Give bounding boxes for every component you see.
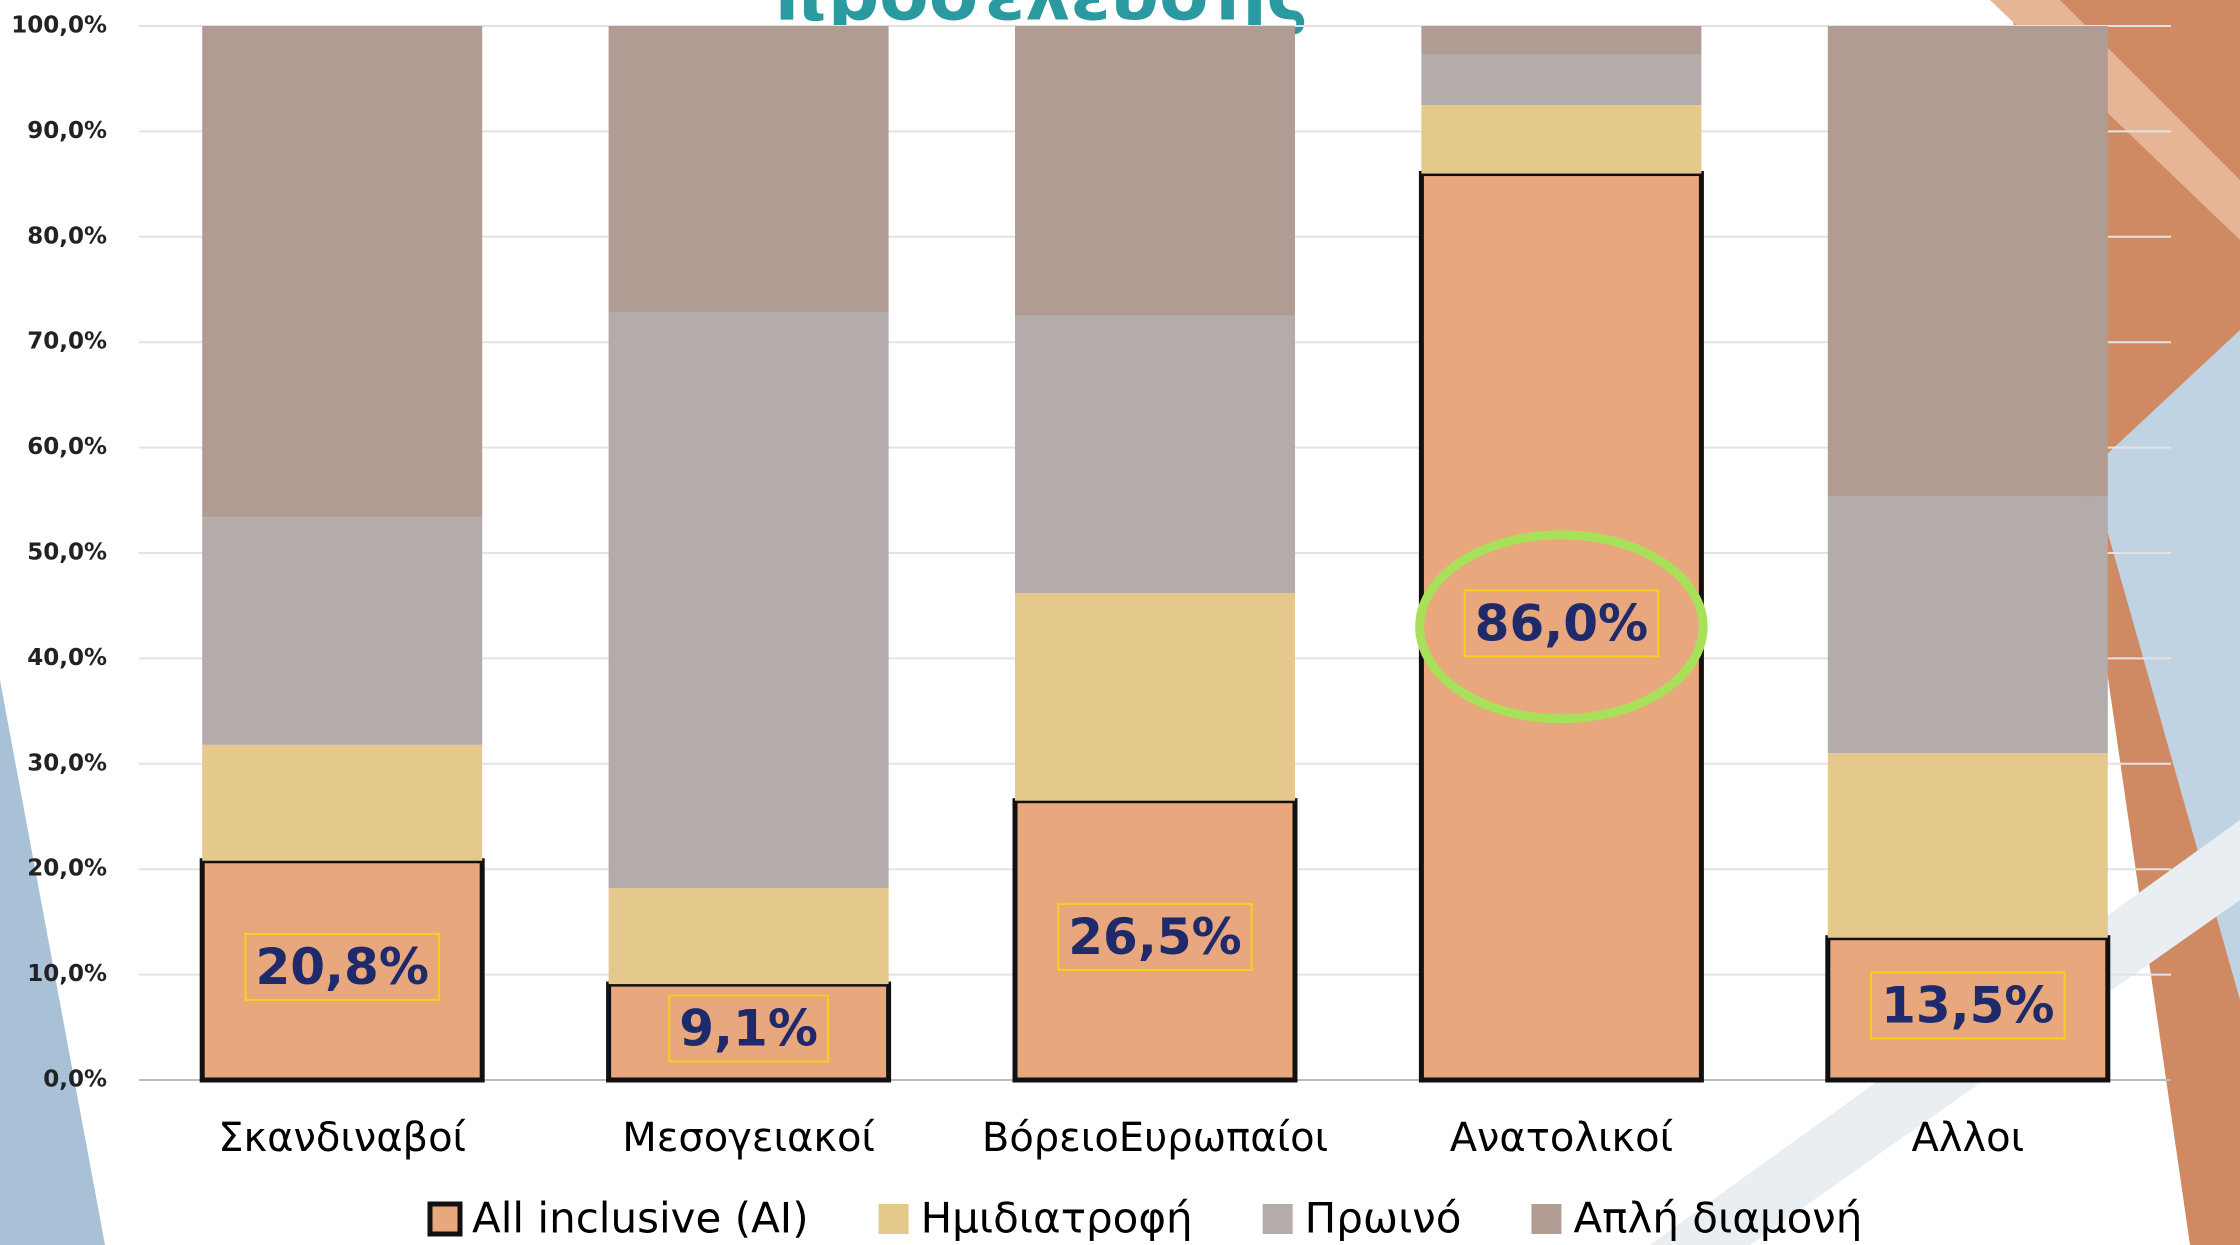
x-tick-label: Μεσογειακοί xyxy=(622,1115,875,1161)
y-tick-label: 100,0% xyxy=(11,13,107,39)
highlight-ring xyxy=(1415,530,1708,724)
x-tick-label: Αλλοι xyxy=(1911,1115,2024,1161)
data-label: 86,0% xyxy=(1475,594,1648,652)
decoration xyxy=(2090,330,2240,1000)
legend-label: All inclusive (AI) xyxy=(472,1194,809,1243)
decoration xyxy=(0,680,105,1245)
legend-swatch xyxy=(427,1201,463,1237)
bar-segment xyxy=(608,26,889,313)
bar-segment xyxy=(202,517,483,745)
y-tick-label: 60,0% xyxy=(27,434,107,460)
label-box xyxy=(1057,902,1253,971)
data-label: 20,8% xyxy=(255,938,428,996)
bar-segment xyxy=(1012,798,1298,1083)
label-box xyxy=(668,994,829,1063)
y-tick-label: 70,0% xyxy=(27,329,107,355)
label-box xyxy=(1463,589,1660,658)
bar-segment xyxy=(1421,54,1702,106)
x-tick-label: Ανατολικοί xyxy=(1450,1115,1673,1161)
bar-segment xyxy=(1827,26,2108,497)
data-label: 9,1% xyxy=(679,1000,818,1058)
legend-label: Ημιδιατροφή xyxy=(921,1194,1193,1243)
bar-segment xyxy=(608,312,889,889)
data-label: 13,5% xyxy=(1881,976,2054,1034)
bar-segment xyxy=(1827,753,2108,938)
bar-segment xyxy=(199,858,485,1083)
bar-segment xyxy=(202,26,483,518)
bar-segment xyxy=(1825,935,2111,1083)
y-tick-label: 50,0% xyxy=(27,540,107,566)
y-tick-label: 80,0% xyxy=(27,223,107,249)
legend-swatch xyxy=(878,1204,909,1234)
bar-segment xyxy=(1015,26,1295,316)
bar-segment xyxy=(1421,26,1702,55)
bar-segment xyxy=(1421,105,1702,174)
y-tick-label: 90,0% xyxy=(27,118,107,144)
y-tick-label: 0,0% xyxy=(43,1067,107,1093)
x-tick-label: Σκανδιναβοί xyxy=(218,1115,466,1161)
bar-segment xyxy=(202,744,483,861)
bar-segment xyxy=(1827,496,2108,754)
y-tick-label: 10,0% xyxy=(27,961,107,987)
legend-swatch xyxy=(1262,1204,1293,1234)
bar-segment xyxy=(1015,593,1295,801)
legend-swatch xyxy=(1531,1204,1562,1234)
y-tick-label: 30,0% xyxy=(27,750,107,776)
y-tick-label: 40,0% xyxy=(27,645,107,671)
bar-segment xyxy=(608,888,889,985)
data-label: 26,5% xyxy=(1068,908,1241,966)
bar-segment xyxy=(606,981,892,1083)
legend-label: Πρωινό xyxy=(1305,1194,1462,1243)
bar-segment xyxy=(1015,315,1295,594)
y-tick-label: 20,0% xyxy=(27,856,107,882)
x-tick-label: ΒόρειοΕυρωπαίοι xyxy=(982,1115,1328,1161)
label-box xyxy=(244,932,440,1001)
legend-label: Απλή διαμονή xyxy=(1573,1194,1862,1243)
label-box xyxy=(1870,971,2066,1040)
